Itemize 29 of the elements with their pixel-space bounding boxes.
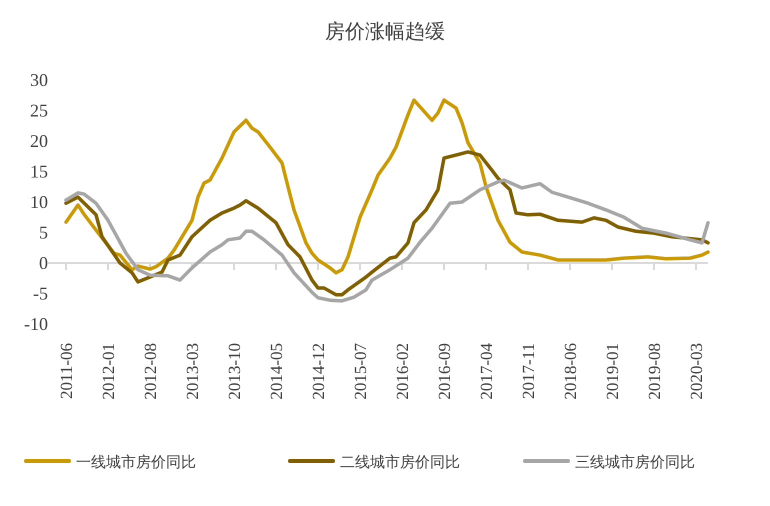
y-tick-label: 0 xyxy=(39,253,48,273)
legend-label: 三线城市房价同比 xyxy=(575,453,695,471)
y-tick-label: 15 xyxy=(30,162,48,182)
x-tick-label: 2017-11 xyxy=(519,343,538,400)
x-tick-label: 2019-01 xyxy=(603,343,622,400)
y-tick-label: 25 xyxy=(30,100,48,120)
x-tick-label: 2013-10 xyxy=(225,343,244,400)
x-tick-label: 2016-02 xyxy=(393,343,412,400)
x-tick-label: 2012-08 xyxy=(141,343,160,400)
chart-title: 房价涨幅趋缓 xyxy=(325,19,445,43)
x-tick-label: 2011-06 xyxy=(57,343,76,400)
y-tick-label: 30 xyxy=(30,70,48,90)
x-tick-label: 2013-03 xyxy=(183,343,202,400)
x-tick-label: 2016-09 xyxy=(435,343,454,400)
x-tick-label: 2017-04 xyxy=(477,342,496,400)
y-tick-label: 10 xyxy=(30,192,48,212)
y-tick-label: -5 xyxy=(33,284,48,304)
x-tick-label: 2012-01 xyxy=(99,343,118,400)
x-tick-label: 2020-03 xyxy=(687,343,706,400)
x-tick-label: 2019-08 xyxy=(645,343,664,400)
x-tick-label: 2015-07 xyxy=(351,342,370,400)
y-tick-label: 20 xyxy=(30,131,48,151)
legend-label: 一线城市房价同比 xyxy=(76,453,196,471)
x-tick-label: 2018-06 xyxy=(561,343,580,400)
x-tick-label: 2014-05 xyxy=(267,343,286,400)
y-tick-label: -10 xyxy=(24,314,48,334)
x-tick-label: 2014-12 xyxy=(309,343,328,400)
legend-label: 二线城市房价同比 xyxy=(340,453,460,471)
y-tick-label: 5 xyxy=(39,222,48,242)
